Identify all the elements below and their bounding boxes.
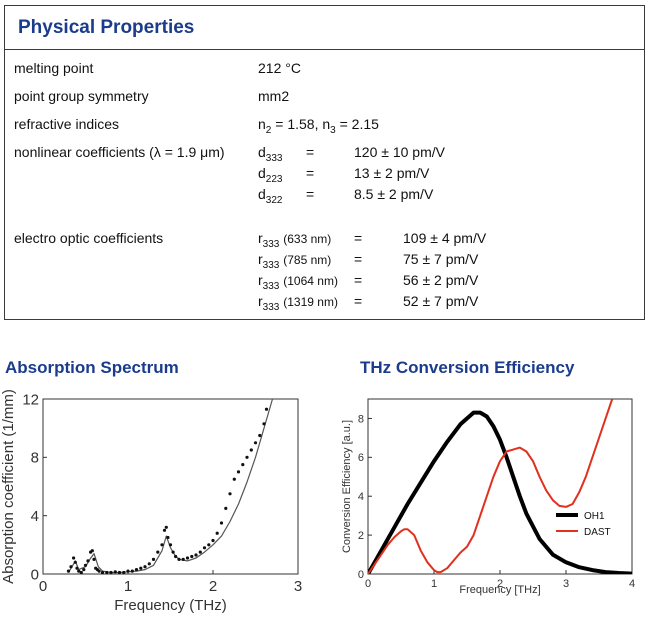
y-tick-label: 8 xyxy=(31,450,39,467)
y-tick-label: 0 xyxy=(31,566,39,583)
x-tick-label: 1 xyxy=(431,578,437,590)
data-point xyxy=(160,543,164,547)
y-tick-label: 4 xyxy=(31,508,39,525)
symmetry-label: point group symmetry xyxy=(14,88,149,104)
data-point xyxy=(113,570,117,574)
data-point xyxy=(83,563,88,567)
x-tick-label: 3 xyxy=(294,578,302,595)
refractive-value: n2 = 1.58, n3 = 2.15 xyxy=(258,116,379,136)
x-axis-label: Frequency (THz) xyxy=(114,597,227,614)
data-point xyxy=(181,557,185,561)
data-point xyxy=(105,570,109,575)
data-point xyxy=(100,570,105,575)
data-point xyxy=(126,569,130,573)
data-point xyxy=(122,570,126,575)
data-point xyxy=(97,569,101,573)
y-tick-label: 0 xyxy=(358,569,364,581)
data-point xyxy=(241,463,245,467)
data-point xyxy=(92,557,96,561)
x-tick-label: 0 xyxy=(365,578,371,590)
data-point xyxy=(174,554,178,559)
data-point xyxy=(164,525,168,529)
data-point xyxy=(73,560,77,564)
conversion-chart: 0 1 2 3 4 0 2 4 6 8 Frequency [THz] Conversion Effi… xyxy=(341,398,635,596)
y-tick-label: 8 xyxy=(358,413,364,425)
y-axis-label: Conversion Efficiency [a.u.] xyxy=(341,420,353,553)
data-point xyxy=(215,531,219,535)
data-point xyxy=(162,528,167,532)
data-point xyxy=(82,568,86,572)
symmetry-value: mm2 xyxy=(258,88,290,104)
data-point xyxy=(86,559,90,563)
y-axis-label: Absorption coefficient (1/mm) xyxy=(0,389,17,584)
data-point xyxy=(139,566,143,570)
plot-frame xyxy=(42,398,299,575)
x-axis-label: Frequency [THz] xyxy=(459,584,540,596)
data-point xyxy=(77,569,81,573)
data-point xyxy=(236,470,241,474)
legend-label: OH1 xyxy=(584,511,605,522)
data-point xyxy=(166,535,170,540)
data-point xyxy=(228,492,232,496)
data-point xyxy=(224,506,228,510)
x-tick-label: 2 xyxy=(209,578,217,595)
data-point xyxy=(156,550,160,554)
data-point xyxy=(207,543,211,547)
y-tick-label: 4 xyxy=(358,491,364,503)
data-point xyxy=(117,570,122,575)
data-point xyxy=(151,557,156,561)
series-line-oh1 xyxy=(368,410,632,574)
data-point xyxy=(171,550,175,554)
y-tick-label: 2 xyxy=(358,530,364,542)
data-point xyxy=(264,407,269,411)
x-tick-label: 2 xyxy=(497,578,503,590)
data-point xyxy=(245,455,249,459)
y-tick-label: 6 xyxy=(358,452,364,464)
x-tick-label: 3 xyxy=(563,578,569,590)
data-point xyxy=(177,557,181,561)
melting-point-value: 212 °C xyxy=(258,60,301,76)
data-point xyxy=(79,570,83,575)
data-point xyxy=(168,543,173,547)
data-point xyxy=(72,556,76,560)
data-point xyxy=(262,422,266,426)
data-point xyxy=(219,521,224,525)
data-point xyxy=(134,568,139,572)
nonlinear-label: nonlinear coefficients (λ = 1.9 μm) xyxy=(14,144,225,160)
data-point xyxy=(249,448,253,452)
data-point xyxy=(185,556,190,560)
electro-optic-label: electro optic coefficients xyxy=(14,230,164,246)
data-point xyxy=(253,441,258,445)
data-point xyxy=(190,554,194,559)
conversion-title: THz Conversion Efficiency xyxy=(360,358,575,377)
absorption-title: Absorption Spectrum xyxy=(5,358,179,377)
data-point xyxy=(232,477,236,481)
data-point xyxy=(198,550,202,554)
melting-point-label: melting point xyxy=(14,60,94,76)
x-tick-label: 1 xyxy=(124,578,132,595)
data-point xyxy=(109,570,113,575)
data-point xyxy=(202,546,207,550)
data-point xyxy=(90,549,94,553)
y-tick-label: 12 xyxy=(22,391,39,408)
physical-properties-panel: Physical Properties xyxy=(4,5,645,320)
plot-frame xyxy=(367,398,633,575)
physical-properties-title: Physical Properties xyxy=(5,6,644,50)
legend-label: DAST xyxy=(584,527,611,538)
data-point xyxy=(194,553,198,557)
x-tick-label: 0 xyxy=(39,578,47,595)
data-point xyxy=(69,565,73,569)
data-point xyxy=(147,562,151,566)
refractive-label: refractive indices xyxy=(14,116,120,132)
fit-curve xyxy=(67,399,274,574)
data-point xyxy=(143,565,147,569)
data-point xyxy=(130,569,134,573)
data-point xyxy=(66,569,71,573)
x-tick-label: 4 xyxy=(629,578,635,590)
series-line-dast xyxy=(368,399,614,574)
data-point xyxy=(211,538,215,543)
data-point xyxy=(75,566,79,570)
data-point xyxy=(258,433,262,438)
